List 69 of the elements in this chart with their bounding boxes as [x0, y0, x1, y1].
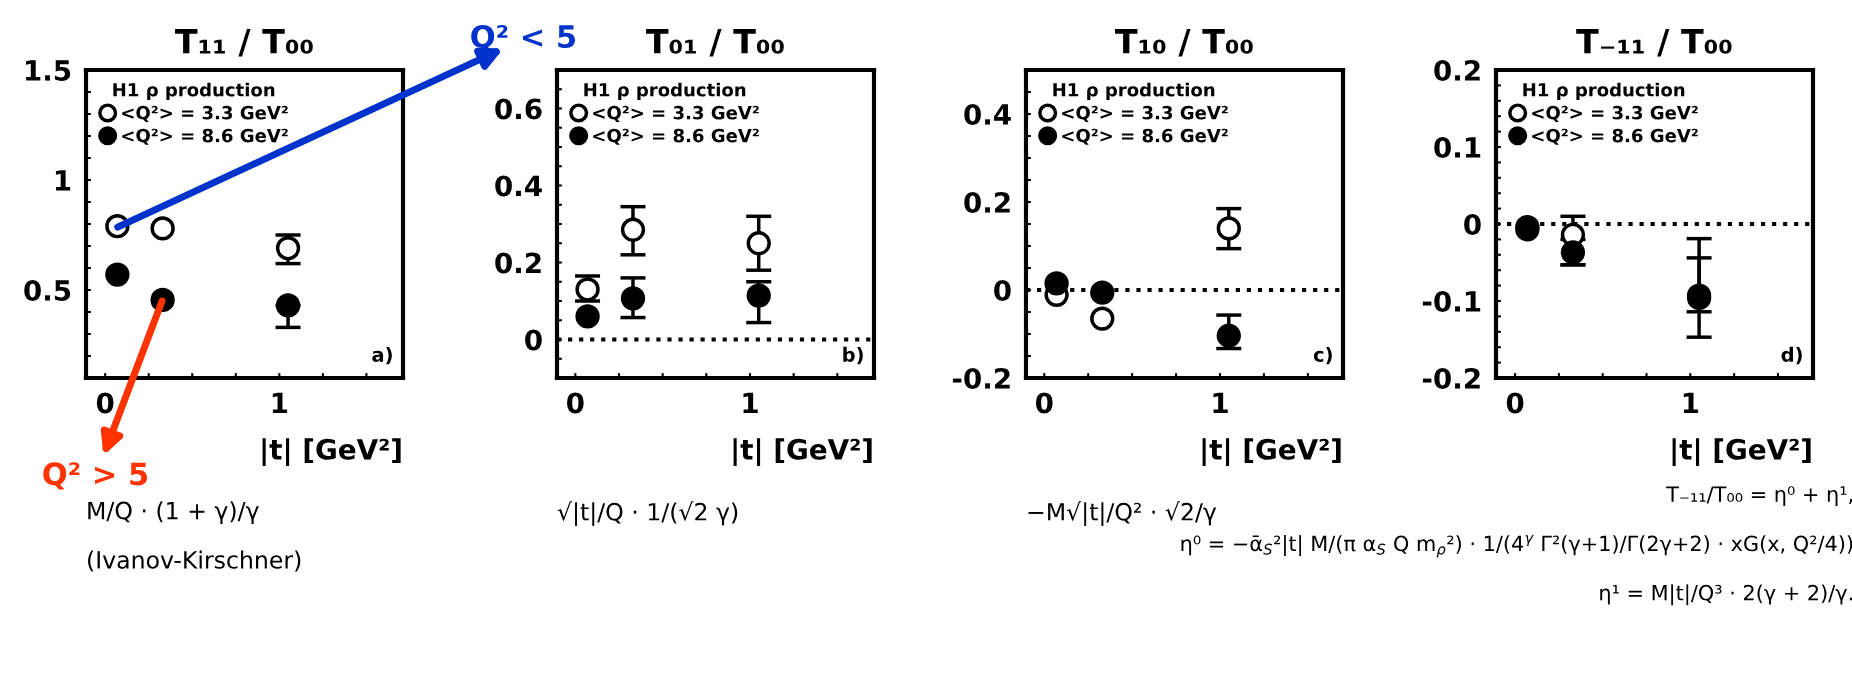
legend-label: <Q²> = 3.3 GeV²: [122, 105, 288, 122]
annotation: c): [1313, 346, 1332, 365]
y-tick-label: 0: [994, 279, 1011, 301]
text: −M√|t|/Q² · √2/γ: [1028, 501, 1217, 526]
point: [620, 217, 646, 242]
text: (Ivanov-Kirschner): [88, 550, 301, 572]
legend-label: <Q²> = 3.3 GeV²: [1062, 105, 1228, 122]
legend-title: H1 ρ production: [113, 82, 275, 101]
point: [620, 286, 646, 311]
x-axis-title: |t| [GeV²]: [733, 438, 872, 466]
x-tick-label: 0: [1506, 392, 1524, 414]
point: [1090, 280, 1115, 305]
point: [105, 262, 130, 287]
point: [275, 293, 301, 318]
point: [575, 304, 600, 329]
annotation: a): [372, 346, 392, 365]
x-tick-label: 0: [1035, 392, 1053, 414]
x-tick-label: 0: [96, 392, 114, 414]
chart-title: T₁₁ / T₀₀: [175, 29, 313, 57]
point: [1044, 271, 1069, 296]
legend-label: <Q²> = 8.6 GeV²: [1062, 128, 1228, 145]
y-tick-label: 1.5: [26, 60, 71, 81]
y-tick-label: 0.4: [964, 103, 1011, 125]
legend-title: H1 ρ production: [1053, 82, 1215, 101]
legend-label: <Q²> = 3.3 GeV²: [1532, 105, 1698, 122]
y-tick-label: -0.1: [1422, 290, 1481, 312]
y-tick-label: 0.2: [964, 191, 1010, 213]
point: [746, 283, 771, 308]
y-tick-label: 0.4: [495, 175, 542, 197]
legend-label: <Q²> = 8.6 GeV²: [1532, 128, 1698, 145]
point: [1216, 323, 1241, 348]
y-tick-label: 0.6: [495, 98, 542, 120]
legend-title: H1 ρ production: [1523, 82, 1685, 101]
y-tick-label: 0.5: [24, 279, 71, 301]
legend-label: <Q²> = 8.6 GeV²: [122, 128, 288, 145]
x-axis-title: |t| [GeV²]: [262, 438, 401, 466]
y-tick-label: 0.2: [495, 252, 541, 274]
text: Q² > 5: [43, 462, 148, 490]
point: [746, 231, 771, 256]
x-tick-label: 1: [1213, 392, 1228, 413]
y-tick-label: -0.2: [1422, 367, 1480, 389]
chart-title: T₀₁ / T₀₀: [646, 29, 784, 57]
y-tick-label: -0.2: [952, 367, 1010, 389]
x-tick-label: 0: [567, 392, 584, 414]
annotation: d): [1781, 346, 1802, 365]
point: [1216, 216, 1241, 241]
legend-label: <Q²> = 8.6 GeV²: [593, 128, 759, 145]
chart-title: T₋₁₁ / T₀₀: [1576, 29, 1732, 57]
y-tick-label: 0: [1464, 213, 1481, 235]
text: η⁰ = −ᾱ$_{S}$²|t| M/(π α$_{S}$ Q m$_{ρ}$²) · 1/(4$^{γ}$ Γ²(γ+1)/Γ(2γ+2) · xG(x, Q²/4)): [1181, 535, 1852, 558]
text: η¹ = M|t|/Q³ · 2(γ + 2)/γ.: [1600, 584, 1852, 606]
text: T₋₁₁/T₀₀ = η⁰ + η¹,: [1666, 486, 1852, 506]
y-tick-label: 0: [525, 329, 542, 351]
x-axis-title: |t| [GeV²]: [1672, 438, 1811, 466]
y-tick-label: 0.2: [1434, 59, 1480, 81]
legend-title: H1 ρ production: [584, 82, 746, 101]
point: [1090, 306, 1115, 331]
x-tick-label: 1: [1683, 392, 1699, 413]
x-axis-title: |t| [GeV²]: [1202, 438, 1341, 466]
point: [150, 216, 175, 241]
chart-title: T₁₀ / T₀₀: [1115, 29, 1253, 57]
text: M/Q · (1 + γ)/γ: [88, 501, 259, 525]
y-tick-label: 1: [55, 170, 71, 191]
annotation: b): [843, 346, 863, 365]
x-tick-label: 1: [272, 392, 288, 413]
text: √|t|/Q · 1/(√2 γ): [557, 501, 738, 526]
x-tick-label: 1: [743, 392, 758, 413]
y-tick-label: 0.1: [1434, 136, 1481, 158]
legend-label: <Q²> = 3.3 GeV²: [593, 105, 759, 122]
